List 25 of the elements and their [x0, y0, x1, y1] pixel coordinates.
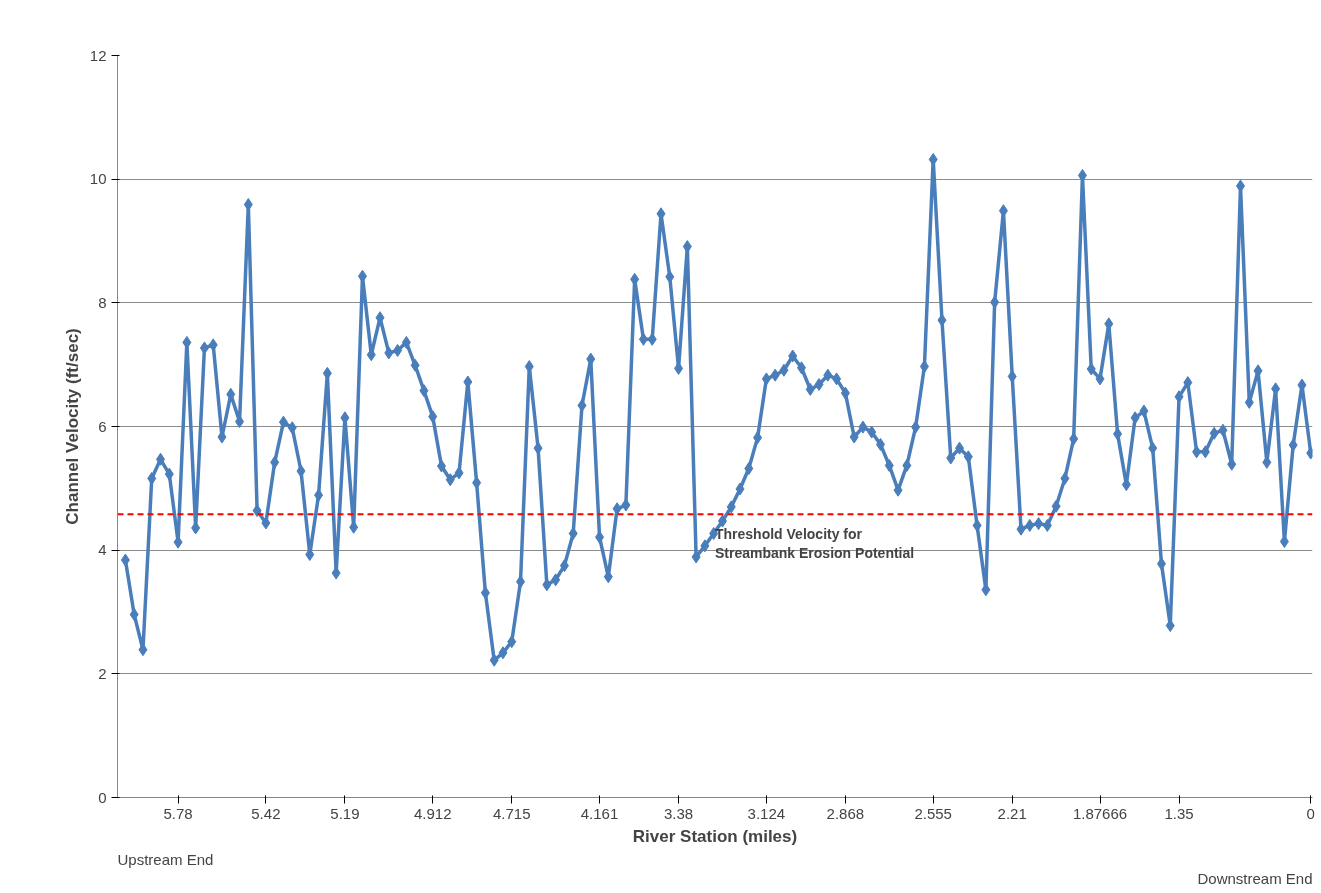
y-tick-label: 4: [98, 541, 107, 559]
x-tick-label: 1.35: [1164, 804, 1194, 822]
y-tick-label: 10: [89, 170, 107, 188]
y-tick-label: 8: [98, 293, 107, 311]
x-axis-title: River Station (miles): [632, 826, 798, 846]
y-axis-title: Channel Velocity (ft/sec): [62, 328, 82, 525]
x-tick-label: 3.38: [663, 804, 694, 822]
y-tick-label: 0: [98, 788, 107, 806]
x-tick-label: 5.19: [330, 804, 360, 822]
x-tick-label: 2.555: [914, 804, 952, 822]
x-tick-label: 2.21: [997, 804, 1027, 822]
x-tick-label: 0: [1306, 804, 1315, 822]
x-tick-label: 4.161: [580, 804, 619, 822]
x-tick-label: 4.912: [413, 804, 452, 822]
y-tick-label: 6: [98, 417, 107, 435]
x-tick-label: 4.715: [492, 804, 531, 822]
x-tick-label: 3.124: [747, 804, 786, 822]
text: Upstream End: [117, 850, 214, 868]
x-tick-label: 5.42: [251, 804, 281, 822]
x-tick-label: 1.87666: [1072, 804, 1128, 822]
y-tick-label: 2: [98, 664, 107, 682]
text: Downstream End: [1197, 869, 1313, 887]
y-tick-label: 12: [89, 46, 107, 64]
x-tick-label: 2.868: [826, 804, 865, 822]
x-tick-label: 5.78: [163, 804, 193, 822]
